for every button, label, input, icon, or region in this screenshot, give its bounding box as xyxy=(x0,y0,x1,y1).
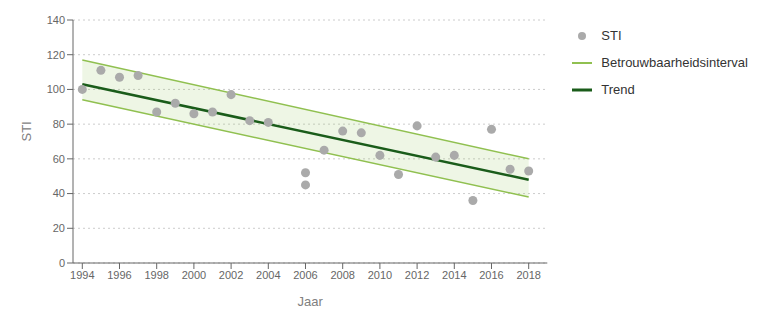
svg-text:STI: STI xyxy=(19,121,34,141)
svg-text:2000: 2000 xyxy=(182,269,206,281)
svg-text:20: 20 xyxy=(53,222,65,234)
svg-text:2004: 2004 xyxy=(256,269,280,281)
svg-text:0: 0 xyxy=(59,257,65,269)
svg-text:1996: 1996 xyxy=(107,269,131,281)
svg-text:Jaar: Jaar xyxy=(298,294,324,309)
html-text:Betrouwbaarheidsinterval: Betrouwbaarheidsinterval xyxy=(601,55,748,70)
svg-text:40: 40 xyxy=(53,187,65,199)
svg-text:1994: 1994 xyxy=(70,269,94,281)
svg-text:2008: 2008 xyxy=(330,269,354,281)
svg-text:80: 80 xyxy=(53,118,65,130)
svg-text:2014: 2014 xyxy=(442,269,466,281)
svg-text:2018: 2018 xyxy=(516,269,540,281)
svg-text:2002: 2002 xyxy=(219,269,243,281)
svg-text:2010: 2010 xyxy=(368,269,392,281)
svg-text:100: 100 xyxy=(47,83,65,95)
svg-text:140: 140 xyxy=(47,14,65,26)
html-text:STI: STI xyxy=(601,28,622,43)
svg-text:1998: 1998 xyxy=(144,269,168,281)
svg-text:2012: 2012 xyxy=(405,269,429,281)
svg-text:2006: 2006 xyxy=(293,269,317,281)
html-text:Trend: Trend xyxy=(601,82,635,97)
svg-text:60: 60 xyxy=(53,153,65,165)
svg-text:2016: 2016 xyxy=(479,269,503,281)
svg-text:120: 120 xyxy=(47,49,65,61)
